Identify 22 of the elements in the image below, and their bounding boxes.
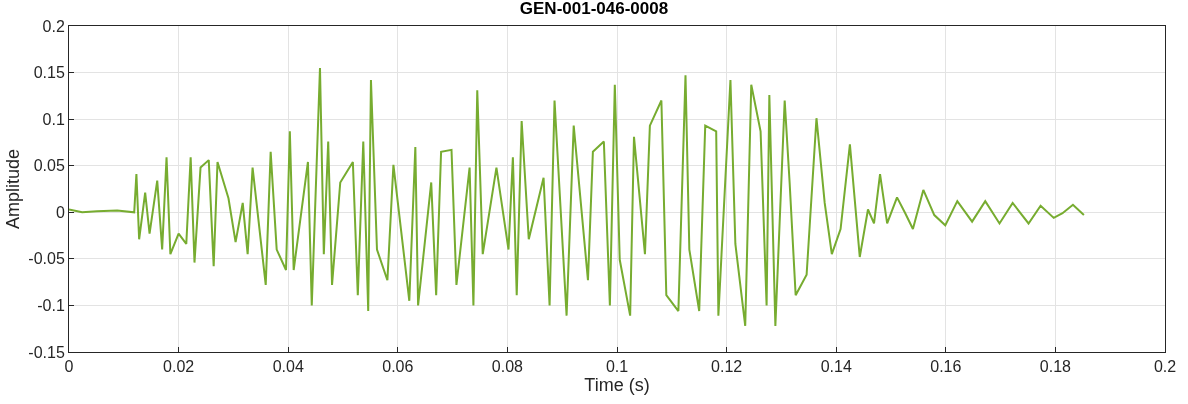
x-tick-label: 0.14 (820, 358, 852, 376)
x-tick-label: 0.02 (163, 358, 195, 376)
y-tick-label: -0.15 (28, 343, 65, 361)
x-tick-label: 0.08 (491, 358, 524, 376)
x-tick-label: 0.1 (605, 358, 629, 376)
y-tick-label: 0.1 (42, 110, 65, 128)
y-tick-label: -0.05 (28, 250, 65, 268)
y-tick-label: 0.05 (33, 157, 65, 175)
x-tick-label: 0.06 (382, 358, 414, 376)
x-tick-label: 0.04 (272, 358, 304, 376)
y-tick-label: 0 (55, 203, 65, 221)
y-tick-label: -0.1 (37, 297, 65, 315)
x-axis-title: Time (s) (584, 375, 650, 396)
y-axis-title: Amplitude (2, 148, 23, 230)
x-tick-label: 0.16 (930, 358, 962, 376)
y-tick-label: 0.2 (42, 17, 65, 35)
y-tick-label: 0.15 (33, 64, 65, 82)
x-tick-label: 0.18 (1039, 358, 1072, 376)
chart-title: GEN-001-046-0008 (519, 0, 669, 18)
x-tick-label: 0.2 (1153, 358, 1177, 376)
line-series (69, 66, 1085, 327)
x-tick-label: 0.12 (711, 358, 743, 376)
